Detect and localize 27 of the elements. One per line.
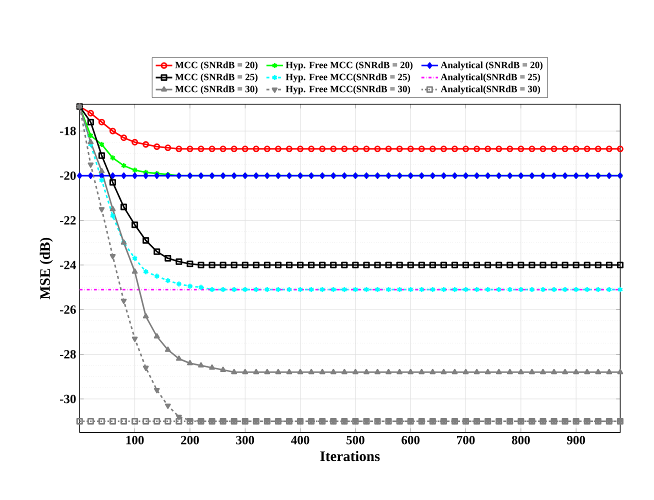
x-tick-label: 900 <box>567 436 586 444</box>
legend-label: Analytical(SNRdB = 25) <box>440 73 540 82</box>
x-tick-label: 200 <box>181 436 199 444</box>
legend-label: Hyp. Free MCC (SNRdB = 20) <box>286 61 413 70</box>
legend-label: MCC (SNRdB = 30) <box>175 85 258 94</box>
x-tick-label: 600 <box>402 436 420 444</box>
x-tick-label: 300 <box>236 436 254 444</box>
x-tick-label: 800 <box>512 436 530 444</box>
y-axis-title: MSE (dB) <box>40 238 53 300</box>
y-tick-label: -22 <box>60 216 76 224</box>
legend-label: Hyp. Free MCC(SNRdB = 25) <box>286 73 410 82</box>
x-tick-label: 700 <box>457 436 475 444</box>
x-tick-label: 500 <box>346 436 364 444</box>
y-tick-label: -26 <box>60 305 76 314</box>
legend-label: Analytical(SNRdB = 30) <box>440 85 540 94</box>
x-tick-label: 100 <box>126 436 144 444</box>
legend-label: Analytical (SNRdB = 20) <box>440 61 542 70</box>
y-tick-label: -20 <box>60 171 76 180</box>
legend-label: MCC (SNRdB = 20) <box>175 61 258 70</box>
y-tick-label: -24 <box>60 260 76 270</box>
legend-label: Hyp. Free MCC(SNRdB = 30) <box>286 85 410 94</box>
y-tick-label: -28 <box>60 350 76 359</box>
y-tick-label: -30 <box>60 394 76 404</box>
x-axis-title: Iterations <box>320 450 380 462</box>
x-tick-label: 400 <box>291 436 310 444</box>
legend-label: MCC (SNRdB = 25) <box>175 73 258 82</box>
y-tick-label: -18 <box>60 126 76 136</box>
